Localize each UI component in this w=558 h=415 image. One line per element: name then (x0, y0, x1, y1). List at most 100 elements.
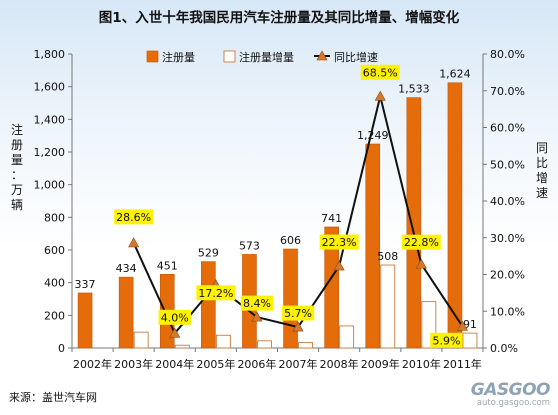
bar-increment (257, 340, 272, 349)
x-tick-label: 2004年 (155, 357, 194, 371)
bar-increment (339, 325, 355, 349)
y-left-tick-label: 600 (44, 244, 65, 257)
y-axis-left-title: 注册量：万辆 (11, 122, 23, 212)
plot-area: 0 200 400 600 800 1,000 1,200 1,400 1,600 1,800 0.… (11, 48, 548, 371)
y-axis-right-title-char: 同 (536, 141, 548, 155)
bar-registration-label: 529 (198, 247, 219, 260)
watermark-url: auto.gasgoo.com (476, 398, 550, 408)
x-tick-label: 2003年 (114, 357, 153, 371)
y-left-tick-label: 1,600 (34, 81, 66, 94)
y-axis-left-title-char: 册 (11, 138, 23, 152)
chart-legend: 注册量 注册量增量 同比增速 (146, 50, 378, 64)
bar-registration-label: 741 (321, 212, 342, 225)
legend-label-registration: 注册量 (162, 50, 195, 64)
growth-rate-label-bg (360, 64, 400, 80)
x-tick-label: 2010年 (402, 357, 441, 371)
growth-rate-marker (456, 320, 468, 331)
bar-registration (447, 82, 463, 349)
growth-rate-marker (251, 311, 263, 322)
bar-registration-label: 1,249 (357, 129, 389, 142)
bar-increment (133, 331, 149, 349)
y-right-tick-label: 30.0% (490, 232, 525, 245)
growth-rate-marker (169, 327, 181, 338)
x-tick-label: 2005年 (196, 357, 235, 371)
y-axis-right-title-char: 比 (536, 156, 548, 170)
bar-registration (283, 248, 298, 349)
legend-swatch-increment (223, 50, 236, 63)
bar-registration-label: 1,533 (398, 83, 430, 96)
bar-increment (215, 334, 231, 349)
bar-registration (77, 292, 93, 349)
growth-rate-label-bg (430, 332, 463, 348)
growth-rate-marker (292, 321, 304, 332)
y-axis-right-title-char: 速 (536, 186, 548, 200)
y-left-tick-label: 800 (44, 211, 65, 224)
y-axis-left-title-char: 量 (11, 153, 23, 167)
growth-rate-label-bg (114, 209, 154, 225)
y-axis-left-title-char: 注 (11, 122, 23, 137)
legend-label-increment: 注册量增量 (239, 50, 294, 64)
y-axis-right-title-char: 增 (536, 171, 548, 185)
y-axis-right-title: 同比增速 (536, 141, 548, 200)
y-left-tick-label: 1,000 (34, 179, 66, 192)
growth-rate-label: 5.9% (432, 334, 460, 347)
y-right-tick-label: 80.0% (490, 48, 525, 61)
x-tick-label: 2002年 (73, 357, 112, 371)
growth-rate-label: 22.8% (404, 236, 439, 249)
y-right-tick-label: 70.0% (490, 85, 525, 98)
y-left-tick-label: 1,200 (34, 146, 66, 159)
chart-title: 图1、入世十年我国民用汽车注册量及其同比增量、增幅变化 (98, 10, 460, 26)
bar-registration-label: 573 (239, 239, 260, 252)
y-left-tick-label: 400 (44, 277, 65, 290)
growth-rate-label-bg (281, 305, 315, 321)
y-left-tick-label: 1,800 (34, 48, 66, 61)
y-right-tick-label: 40.0% (490, 195, 525, 208)
bar-increment-label: 91 (463, 318, 477, 331)
y-right-tick-label: 10.0% (490, 305, 525, 318)
growth-rate-marker (374, 90, 386, 101)
legend-swatch-registration (146, 50, 159, 63)
growth-rate-marker (415, 258, 427, 269)
legend-label-growth: 同比增速 (334, 50, 378, 64)
growth-rate-label: 8.4% (243, 297, 271, 310)
x-tick-label: 2007年 (279, 357, 318, 371)
growth-rate-label: 22.3% (322, 236, 357, 249)
growth-rate-label: 68.5% (363, 66, 398, 79)
source-note: 来源：盖世汽车网 (9, 391, 97, 404)
growth-rate-label-bg (319, 234, 359, 250)
growth-rate-label: 28.6% (116, 211, 151, 224)
bar-registration-label: 434 (116, 262, 137, 275)
x-tick-label: 2006年 (237, 357, 276, 371)
bar-registration-label: 606 (280, 234, 301, 247)
bar-registration-label: 337 (75, 278, 96, 291)
growth-rate-label-bg (196, 285, 236, 301)
y-axis-left-title-char: 辆 (11, 198, 23, 212)
growth-rate-label: 4.0% (161, 311, 189, 324)
bar-registration (406, 97, 422, 349)
growth-rate-label: 5.7% (284, 307, 312, 320)
watermark-brand: GASGOO (470, 380, 551, 400)
x-tick-label: 2009年 (361, 357, 400, 371)
bar-increment (174, 344, 190, 349)
x-tick-label: 2011年 (443, 357, 482, 371)
growth-rate-marker (333, 260, 345, 271)
y-right-tick-label: 60.0% (490, 122, 525, 135)
growth-rate-marker (128, 237, 140, 248)
y-right-tick-label: 50.0% (490, 158, 525, 171)
legend-marker-growth (316, 50, 328, 61)
bar-increment (298, 342, 313, 349)
bar-registration-label: 451 (157, 259, 178, 272)
bar-increment (380, 264, 396, 349)
bar-registration (201, 261, 216, 349)
y-axis-left-title-char: 万 (11, 183, 23, 197)
y-left-tick-label: 200 (44, 309, 65, 322)
y-axis-left-title-char: ： (11, 168, 23, 182)
y-left-tick-label: 1,400 (34, 113, 66, 126)
watermark-logo: GASGOO auto.gasgoo.com (470, 380, 551, 408)
growth-rate-label: 17.2% (198, 287, 233, 300)
bar-increment (462, 332, 478, 349)
growth-rate-label-bg (240, 295, 274, 311)
bar-registration-label: 1,624 (439, 68, 471, 81)
growth-rate-label-bg (401, 234, 441, 250)
